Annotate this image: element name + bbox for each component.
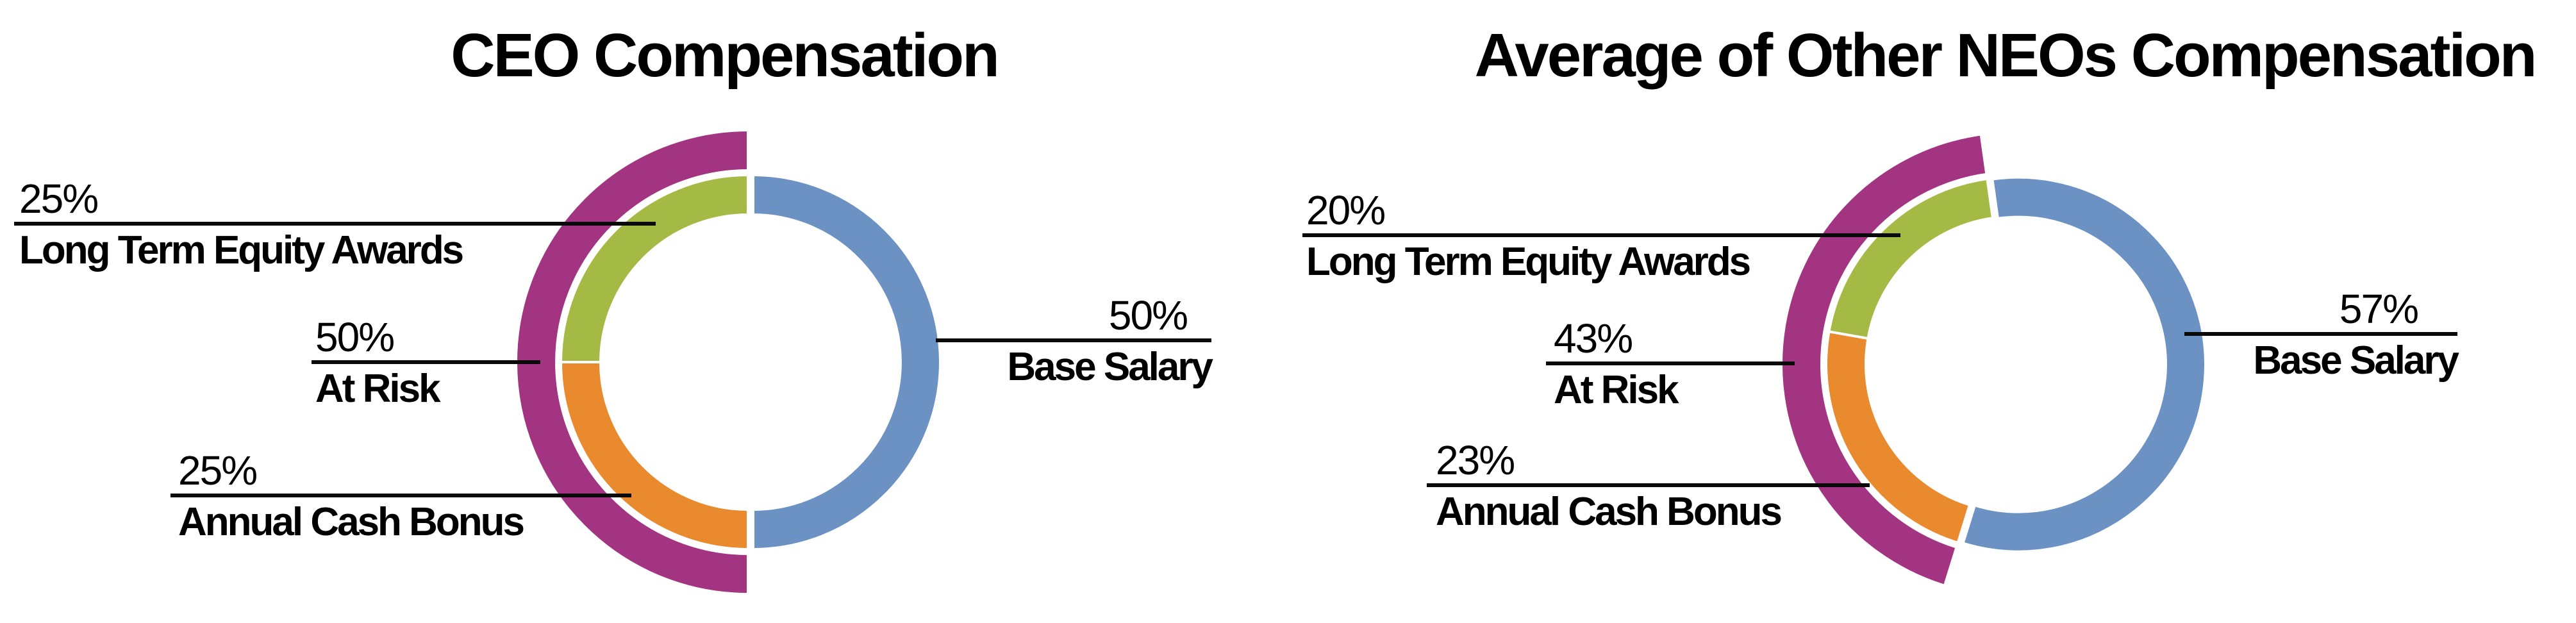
- chart-title-other-neos-compensation: Average of Other NEOs Compensation: [1474, 21, 2538, 90]
- callout-label-neo-at-risk: At Risk: [1554, 368, 1679, 412]
- callout-label-ceo-base-salary: Base Salary: [1007, 345, 1213, 389]
- callout-line-ceo-at-risk: [312, 360, 540, 364]
- callout-pct-ceo-annual-cash-bonus: 25%: [178, 447, 258, 494]
- at-risk-outer-arc-1: [1780, 133, 1988, 588]
- callout-pct-ceo-long-term-equity: 25%: [19, 176, 99, 222]
- callout-line-ceo-annual-cash-bonus: [170, 494, 631, 497]
- callout-line-ceo-long-term-equity: [14, 222, 656, 226]
- chart-title-ceo-compensation: CEO Compensation: [451, 21, 999, 90]
- callout-label-neo-base-salary: Base Salary: [2253, 338, 2459, 383]
- callout-line-neo-base-salary: [2184, 332, 2457, 336]
- callout-line-neo-annual-cash-bonus: [1427, 483, 1870, 487]
- callout-label-ceo-annual-cash-bonus: Annual Cash Bonus: [178, 500, 525, 544]
- callout-pct-neo-at-risk: 43%: [1554, 315, 1633, 361]
- callout-line-neo-at-risk: [1546, 361, 1795, 365]
- long-term-equity-awards-segment-0: [559, 173, 749, 363]
- callout-pct-neo-base-salary: 57%: [2339, 286, 2419, 332]
- at-risk-outer-arc-0: [515, 128, 749, 596]
- callout-label-ceo-long-term-equity: Long Term Equity Awards: [19, 228, 464, 272]
- base-salary-segment-0: [752, 173, 942, 551]
- callout-label-neo-long-term-equity: Long Term Equity Awards: [1306, 240, 1751, 284]
- long-term-equity-awards-segment-1: [1827, 177, 1995, 340]
- callout-pct-neo-annual-cash-bonus: 23%: [1436, 437, 1515, 483]
- callout-line-ceo-base-salary: [936, 338, 1211, 342]
- callout-pct-neo-long-term-equity: 20%: [1306, 187, 1386, 233]
- base-salary-segment-1: [1961, 176, 2207, 553]
- callout-pct-ceo-at-risk: 50%: [315, 314, 395, 360]
- callout-pct-ceo-base-salary: 50%: [1108, 292, 1188, 338]
- callout-label-neo-annual-cash-bonus: Annual Cash Bonus: [1436, 490, 1782, 534]
- callout-label-ceo-at-risk: At Risk: [315, 367, 441, 411]
- callout-line-neo-long-term-equity: [1302, 233, 1900, 237]
